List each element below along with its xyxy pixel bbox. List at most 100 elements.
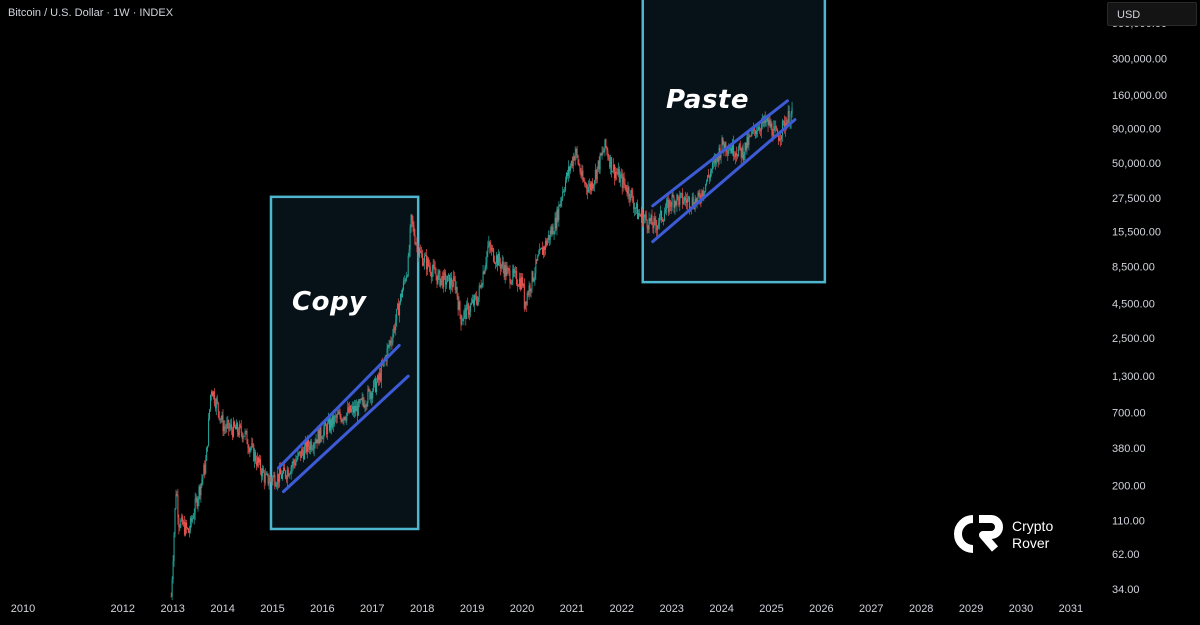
candle: [610, 154, 612, 175]
candle: [553, 230, 555, 241]
candle: [361, 392, 363, 406]
candle: [533, 277, 535, 283]
candle: [614, 164, 616, 186]
candle: [204, 460, 206, 479]
candle: [559, 204, 561, 207]
candle: [685, 191, 687, 207]
candle: [359, 398, 361, 404]
candle: [398, 298, 400, 316]
candle: [722, 137, 724, 146]
candle: [203, 463, 205, 476]
y-tick-label: 34.00: [1112, 584, 1140, 596]
candle: [219, 418, 221, 424]
candle: [470, 302, 472, 318]
y-tick-label: 90,000.00: [1112, 124, 1161, 136]
candle: [233, 417, 235, 438]
candle: [493, 247, 495, 263]
logo-line-1: Crypto: [1012, 518, 1054, 534]
candle: [638, 209, 640, 220]
candle: [227, 415, 229, 429]
candle: [655, 215, 657, 233]
candle: [404, 278, 406, 284]
candle: [675, 200, 677, 207]
candle: [645, 210, 647, 221]
candle: [787, 104, 789, 124]
candle: [733, 135, 735, 161]
candle: [679, 190, 681, 212]
y-tick-label: 1,300.00: [1112, 371, 1155, 383]
candle: [294, 458, 296, 469]
candle: [517, 279, 519, 292]
candle: [330, 417, 332, 435]
candle: [541, 247, 543, 250]
candle: [342, 417, 344, 424]
candle: [677, 194, 679, 201]
candle: [400, 293, 402, 306]
candle: [428, 259, 430, 272]
candle: [682, 188, 684, 209]
candle: [621, 169, 623, 195]
candle: [367, 385, 369, 407]
candle: [616, 167, 618, 176]
candle: [708, 169, 710, 178]
candle: [771, 121, 773, 138]
candle: [581, 164, 583, 180]
candle: [768, 116, 770, 126]
candle: [556, 206, 558, 236]
x-tick-label: 2021: [560, 603, 584, 615]
candle: [309, 439, 311, 455]
candle: [463, 309, 465, 325]
candle: [334, 412, 336, 423]
candle: [284, 469, 286, 480]
candle: [245, 430, 247, 435]
candle: [514, 267, 516, 278]
candle: [237, 427, 239, 438]
candle: [737, 145, 739, 157]
candle: [365, 403, 367, 412]
candle: [662, 218, 664, 226]
candle: [726, 149, 728, 157]
candle: [651, 209, 653, 226]
candle: [780, 132, 782, 147]
candle: [674, 199, 676, 215]
candle: [304, 441, 306, 460]
candle: [587, 184, 589, 200]
candle: [684, 195, 686, 205]
candle: [504, 261, 506, 284]
candle: [596, 166, 598, 183]
candle: [256, 455, 258, 471]
candle: [543, 245, 545, 259]
candle: [532, 270, 534, 283]
candle: [431, 264, 433, 282]
candle: [576, 146, 578, 159]
candle: [253, 443, 255, 462]
candle: [721, 135, 723, 153]
candle: [255, 449, 257, 464]
candle: [388, 339, 390, 349]
candle: [636, 201, 638, 214]
currency-button[interactable]: USD: [1107, 2, 1197, 26]
candle: [741, 145, 743, 159]
candle: [267, 473, 269, 487]
candle: [273, 471, 275, 478]
candle: [507, 265, 509, 274]
candle: [511, 279, 513, 286]
candle: [499, 257, 501, 276]
candle: [644, 211, 646, 224]
candle: [535, 254, 537, 281]
candle: [419, 247, 421, 258]
x-tick-label: 2017: [360, 603, 384, 615]
candle: [580, 168, 582, 179]
candle: [232, 427, 234, 441]
x-tick-label: 2031: [1059, 603, 1083, 615]
candle: [230, 419, 232, 431]
candle: [510, 279, 512, 285]
candle: [471, 297, 473, 306]
candle: [657, 224, 659, 237]
candle: [327, 418, 329, 440]
candle: [447, 275, 449, 283]
candle: [285, 475, 287, 483]
candle: [776, 125, 778, 132]
candle: [491, 244, 493, 256]
